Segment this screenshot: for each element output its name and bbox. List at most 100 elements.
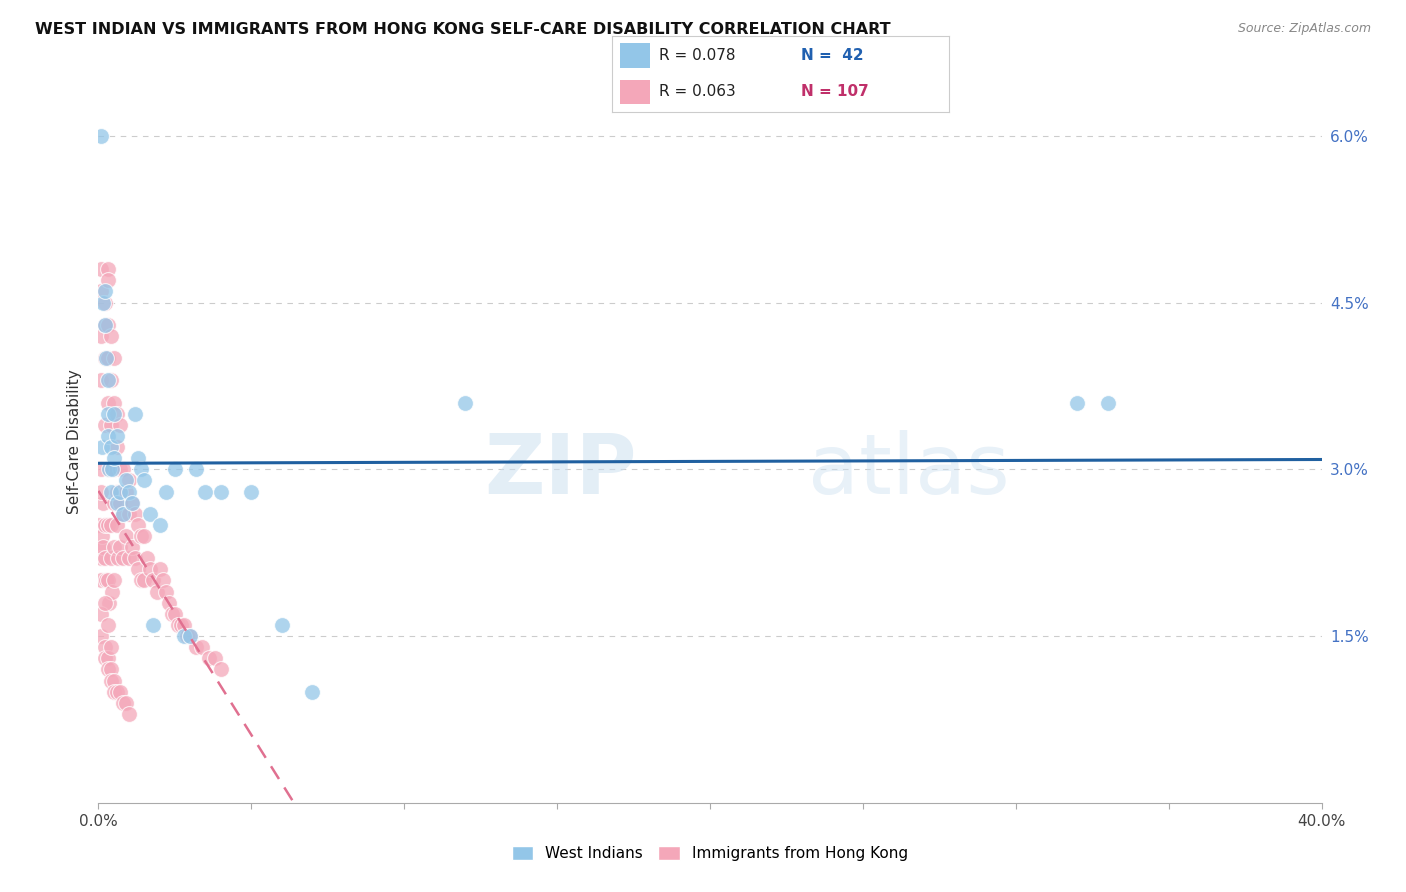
Point	[103, 684, 125, 698]
Bar	[620, 79, 651, 104]
Point	[90, 262, 112, 277]
Text: N = 107: N = 107	[800, 84, 869, 99]
Text: N =  42: N = 42	[800, 48, 863, 63]
Point	[103, 574, 125, 588]
Point	[93, 285, 115, 299]
Point	[93, 295, 115, 310]
Point	[105, 496, 128, 510]
Y-axis label: Self-Care Disability: Self-Care Disability	[67, 369, 83, 514]
Legend: West Indians, Immigrants from Hong Kong: West Indians, Immigrants from Hong Kong	[506, 839, 914, 867]
Point	[107, 551, 129, 566]
Point	[105, 407, 128, 421]
Point	[111, 462, 134, 476]
Point	[1066, 395, 1088, 409]
Text: WEST INDIAN VS IMMIGRANTS FROM HONG KONG SELF-CARE DISABILITY CORRELATION CHART: WEST INDIAN VS IMMIGRANTS FROM HONG KONG…	[35, 22, 891, 37]
Point	[103, 407, 125, 421]
Point	[194, 484, 217, 499]
Point	[97, 651, 120, 665]
Point	[111, 696, 134, 710]
Point	[127, 517, 149, 532]
Point	[121, 496, 143, 510]
Point	[90, 484, 112, 499]
Point	[152, 574, 174, 588]
Point	[186, 462, 208, 476]
Point	[197, 651, 219, 665]
Point	[209, 662, 232, 676]
Point	[186, 640, 208, 655]
Point	[97, 618, 120, 632]
Point	[163, 462, 186, 476]
Point	[98, 596, 121, 610]
Point	[90, 329, 112, 343]
Point	[100, 640, 122, 655]
Point	[94, 551, 117, 566]
Point	[118, 551, 141, 566]
Point	[93, 318, 115, 332]
Point	[97, 395, 120, 409]
Point	[97, 373, 120, 387]
Point	[1097, 395, 1119, 409]
Point	[108, 484, 131, 499]
Point	[108, 540, 131, 554]
Point	[118, 474, 141, 488]
Point	[105, 440, 128, 454]
Point	[103, 540, 125, 554]
Point	[121, 496, 143, 510]
Point	[93, 517, 115, 532]
Point	[129, 529, 152, 543]
Point	[149, 517, 172, 532]
Point	[142, 574, 165, 588]
Point	[115, 484, 138, 499]
Point	[115, 696, 138, 710]
Point	[179, 629, 201, 643]
Point	[97, 262, 120, 277]
Point	[93, 596, 115, 610]
Point	[209, 484, 232, 499]
Point	[91, 540, 114, 554]
Point	[91, 529, 114, 543]
Point	[103, 395, 125, 409]
Point	[139, 562, 162, 576]
Point	[100, 462, 122, 476]
Point	[100, 373, 122, 387]
Point	[167, 618, 190, 632]
Point	[93, 351, 115, 366]
Point	[97, 351, 120, 366]
Point	[124, 407, 146, 421]
Point	[129, 462, 152, 476]
Point	[98, 462, 121, 476]
Point	[105, 517, 128, 532]
Point	[121, 540, 143, 554]
Point	[118, 507, 141, 521]
Point	[160, 607, 183, 621]
Point	[103, 462, 125, 476]
Bar	[620, 44, 651, 68]
Text: R = 0.063: R = 0.063	[659, 84, 735, 99]
Point	[155, 584, 177, 599]
Point	[111, 551, 134, 566]
Point	[145, 584, 167, 599]
Point	[170, 618, 193, 632]
Point	[97, 318, 120, 332]
Point	[155, 484, 177, 499]
Point	[89, 517, 111, 532]
Point	[134, 574, 156, 588]
Point	[90, 285, 112, 299]
Point	[105, 684, 128, 698]
Point	[270, 618, 292, 632]
Point	[105, 484, 128, 499]
Point	[127, 562, 149, 576]
Point	[163, 607, 186, 621]
Point	[103, 351, 125, 366]
Point	[93, 651, 115, 665]
Point	[103, 673, 125, 688]
Point	[97, 574, 120, 588]
Point	[111, 507, 134, 521]
Point	[93, 417, 115, 432]
Point	[90, 373, 112, 387]
Point	[118, 706, 141, 721]
Point	[100, 517, 122, 532]
Point	[90, 128, 112, 143]
Point	[91, 440, 114, 454]
Point	[91, 496, 114, 510]
